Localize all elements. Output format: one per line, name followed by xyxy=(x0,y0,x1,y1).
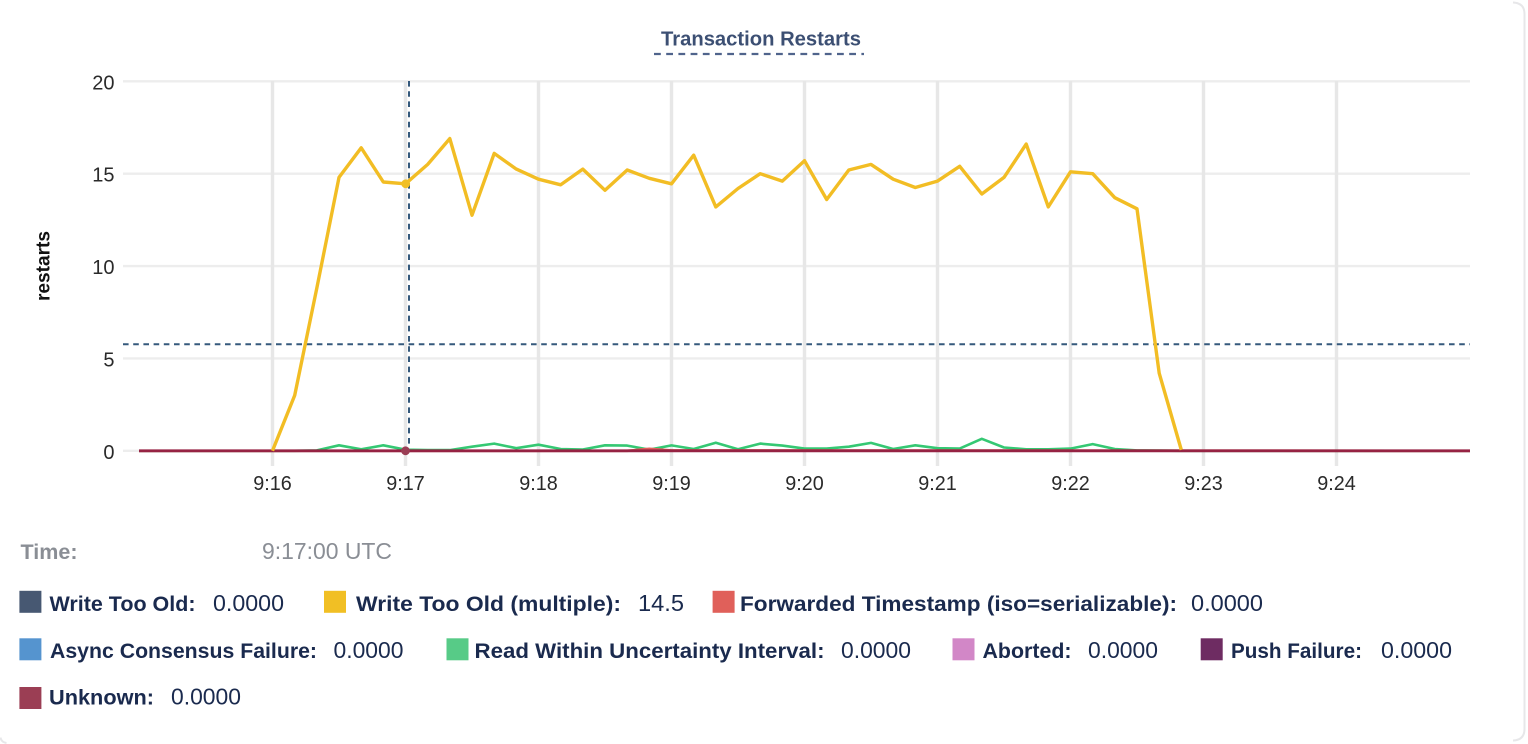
svg-text:Write Too Old (multiple):: Write Too Old (multiple): xyxy=(356,593,621,616)
svg-text:0: 0 xyxy=(103,442,114,464)
svg-text:Transaction Restarts: Transaction Restarts xyxy=(661,28,861,51)
svg-text:Read Within Uncertainty Interv: Read Within Uncertainty Interval: xyxy=(475,640,825,663)
svg-text:9:23: 9:23 xyxy=(1184,473,1223,495)
svg-text:20: 20 xyxy=(92,72,114,94)
svg-text:9:22: 9:22 xyxy=(1051,473,1090,495)
svg-text:0.0000: 0.0000 xyxy=(213,590,284,616)
svg-text:Async Consensus Failure:: Async Consensus Failure: xyxy=(50,640,317,663)
svg-text:9:21: 9:21 xyxy=(918,473,957,495)
svg-text:Time:: Time: xyxy=(21,541,78,564)
svg-text:restarts: restarts xyxy=(34,231,55,301)
svg-text:0.0000: 0.0000 xyxy=(1088,637,1158,663)
svg-text:9:19: 9:19 xyxy=(652,473,691,495)
svg-text:0.0000: 0.0000 xyxy=(1381,637,1452,663)
svg-text:0.0000: 0.0000 xyxy=(334,637,404,663)
svg-text:9:20: 9:20 xyxy=(785,473,824,495)
svg-text:Write Too Old:: Write Too Old: xyxy=(50,593,196,616)
svg-text:14.5: 14.5 xyxy=(638,590,684,616)
svg-text:9:17:00 UTC: 9:17:00 UTC xyxy=(262,538,392,564)
svg-text:10: 10 xyxy=(92,257,114,279)
svg-text:Forwarded Timestamp (iso=seria: Forwarded Timestamp (iso=serializable): xyxy=(740,593,1177,616)
svg-text:Aborted:: Aborted: xyxy=(983,640,1072,663)
svg-text:0.0000: 0.0000 xyxy=(1191,590,1263,616)
svg-text:9:18: 9:18 xyxy=(519,473,558,495)
svg-text:9:17: 9:17 xyxy=(386,473,425,495)
svg-text:5: 5 xyxy=(103,349,114,371)
svg-text:9:24: 9:24 xyxy=(1317,473,1356,495)
svg-text:0.0000: 0.0000 xyxy=(171,684,241,710)
svg-text:0.0000: 0.0000 xyxy=(841,637,911,663)
svg-text:Push Failure:: Push Failure: xyxy=(1231,640,1362,663)
svg-text:15: 15 xyxy=(92,165,114,187)
svg-text:Unknown:: Unknown: xyxy=(49,687,154,710)
svg-text:9:16: 9:16 xyxy=(253,473,292,495)
